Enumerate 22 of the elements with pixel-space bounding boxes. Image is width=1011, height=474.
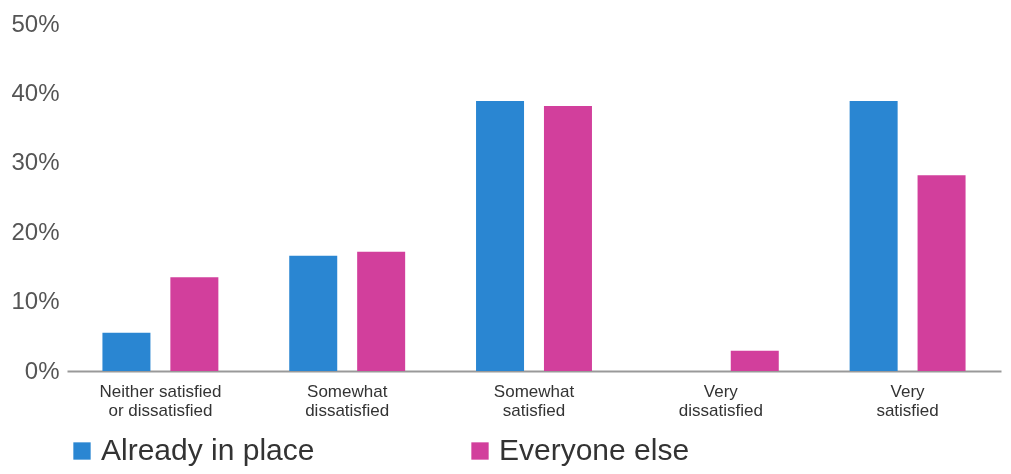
bar <box>730 350 779 371</box>
bar <box>170 277 219 371</box>
legend-label: Already in place <box>101 433 315 466</box>
y-tick-label: 10% <box>11 287 60 315</box>
y-tick-label: 0% <box>24 356 60 384</box>
bar <box>102 332 151 371</box>
x-tick-label: Somewhat dissatisfied <box>305 381 390 420</box>
y-tick-label: 40% <box>11 78 60 106</box>
legend-label: Everyone else <box>499 433 690 466</box>
bar <box>357 251 406 371</box>
x-tick-label: Very dissatisfied <box>678 381 763 420</box>
x-tick-label: Very satisfied <box>876 381 939 420</box>
bar <box>476 101 525 371</box>
bar <box>917 175 966 371</box>
y-tick-label: 20% <box>11 217 60 245</box>
y-tick-label: 30% <box>11 148 60 176</box>
bar <box>289 255 338 371</box>
bar <box>849 101 898 371</box>
bar <box>543 105 592 371</box>
y-tick-label: 50% <box>11 9 60 37</box>
x-tick-label: Neither satisfied or dissatisfied <box>99 381 222 420</box>
x-tick-label: Somewhat satisfied <box>493 381 575 420</box>
